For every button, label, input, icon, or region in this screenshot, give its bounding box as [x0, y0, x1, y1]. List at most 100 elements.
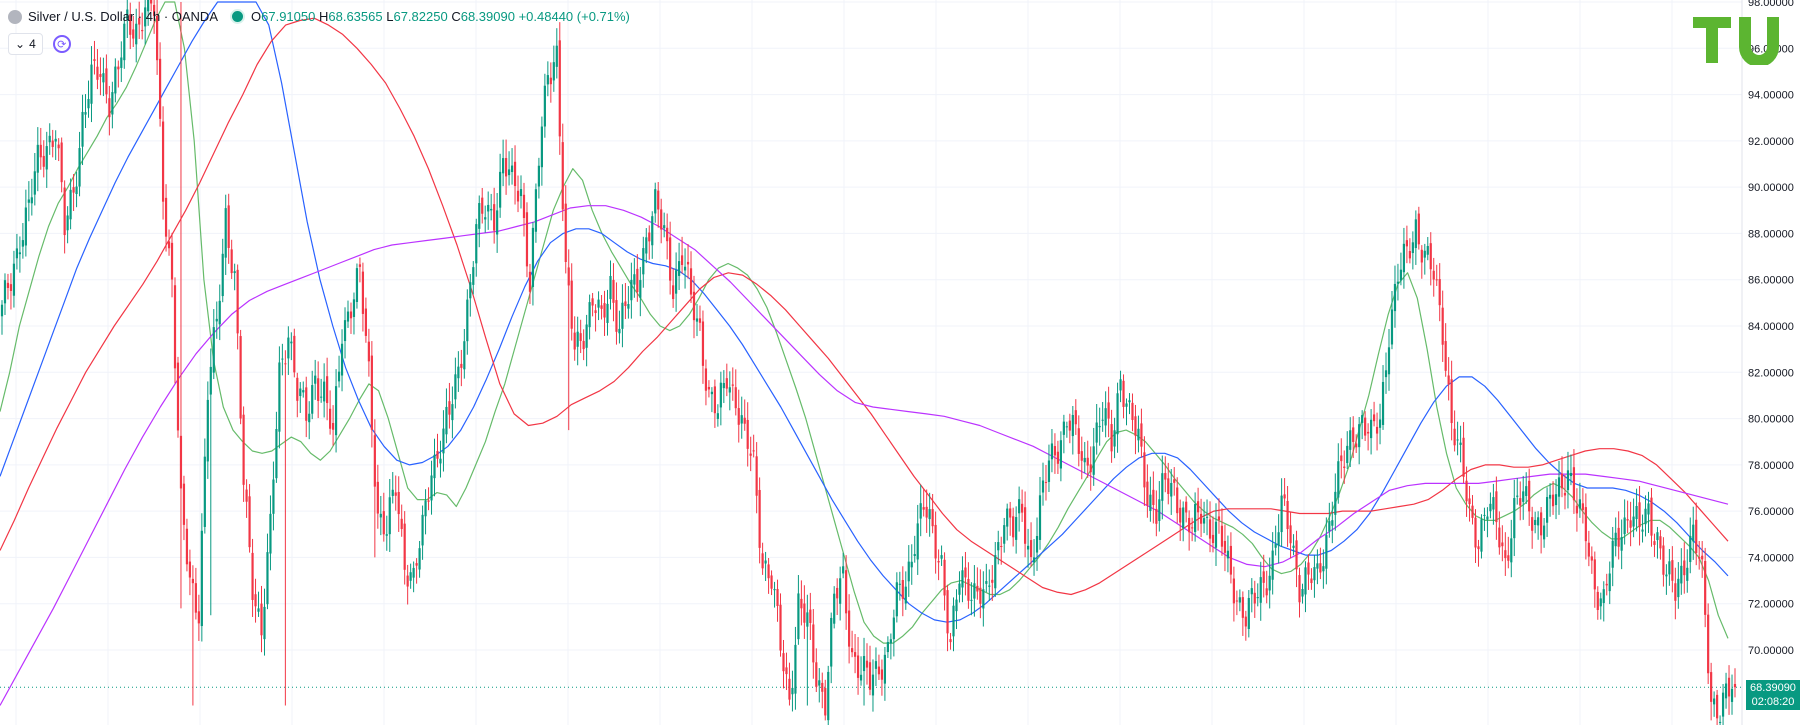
candle-body — [1110, 424, 1113, 452]
candle-body — [892, 617, 895, 640]
indicators-toggle[interactable]: ⌄ 4 — [8, 33, 43, 55]
candle-body — [1498, 527, 1501, 548]
candle-body — [1608, 573, 1611, 592]
candle-body — [1023, 507, 1027, 544]
candle-body — [510, 165, 514, 173]
candle-body — [761, 553, 764, 569]
candle-body — [1683, 560, 1686, 576]
candle-body — [27, 199, 30, 203]
candle-body — [164, 197, 168, 237]
candle-body — [138, 18, 141, 25]
candle-body — [615, 300, 618, 332]
sync-icon[interactable]: ⟳ — [52, 35, 71, 53]
candle-body — [603, 303, 606, 318]
candle-body — [1021, 503, 1024, 513]
candle-body — [266, 552, 269, 605]
candle-body — [1566, 470, 1570, 491]
candle-body — [1399, 269, 1403, 281]
candle-body — [466, 299, 469, 342]
candle-body — [1277, 532, 1280, 546]
candle-body — [287, 337, 290, 359]
candle-body — [352, 299, 356, 317]
candle-body — [215, 318, 218, 322]
candle-body — [1122, 380, 1125, 407]
candle-body — [337, 371, 341, 382]
candle-body — [87, 98, 90, 109]
candle-body — [1009, 508, 1012, 518]
candle-body — [979, 587, 982, 604]
candle-body — [1035, 536, 1039, 553]
candle-body — [1161, 473, 1164, 501]
candle-body — [1423, 250, 1426, 258]
candle-body — [573, 332, 576, 350]
candle-body — [1331, 520, 1334, 526]
candle-body — [1089, 464, 1092, 473]
candle-body — [585, 324, 588, 348]
candle-body — [206, 399, 209, 462]
candle-body — [1003, 525, 1006, 544]
symbol-title[interactable]: Silver / U.S. Dollar · 4h · OANDA — [28, 9, 218, 24]
candle-body — [713, 386, 716, 414]
candle-body — [609, 275, 612, 300]
candle-body — [1716, 694, 1719, 719]
candle-body — [1438, 279, 1441, 306]
candle-body — [317, 378, 320, 401]
candle-body — [1247, 597, 1250, 630]
candle-body — [1528, 480, 1531, 512]
y-tick-label: 80.00000 — [1748, 414, 1794, 426]
candle-body — [1477, 546, 1480, 550]
moving-averages — [0, 1, 1729, 706]
candle-body — [364, 308, 368, 336]
candle-body — [758, 489, 761, 548]
candle-body — [1223, 540, 1227, 553]
candle-body — [886, 641, 889, 653]
candle-body — [1578, 499, 1581, 509]
candle-body — [1265, 588, 1268, 596]
candle-body — [144, 7, 147, 27]
candle-body — [114, 66, 117, 94]
candle-body — [478, 203, 481, 229]
candle-body — [239, 336, 242, 419]
candle-body — [1143, 452, 1146, 488]
candle-body — [719, 382, 722, 408]
candle-body — [1668, 561, 1671, 575]
candle-body — [561, 142, 564, 210]
candle-body — [1202, 518, 1206, 524]
candle-body — [1707, 614, 1710, 674]
candle-body — [1322, 566, 1325, 572]
candle-body — [60, 142, 63, 183]
candle-body — [642, 248, 645, 275]
candle-body — [1617, 527, 1620, 547]
candle-body — [173, 285, 177, 369]
candle-body — [549, 77, 552, 85]
candle-body — [1480, 519, 1483, 552]
candle-body — [1367, 431, 1370, 434]
candle-body — [1065, 426, 1068, 428]
candle-body — [1614, 532, 1617, 547]
price-axis: 98.0000096.0000094.0000092.0000090.00000… — [1741, 0, 1794, 725]
candle-body — [331, 422, 335, 430]
candle-body — [358, 264, 362, 267]
candle-body — [982, 589, 985, 609]
candle-body — [1596, 591, 1599, 611]
candle-body — [1677, 578, 1680, 598]
candle-body — [1205, 516, 1209, 518]
candle-body — [1704, 560, 1707, 615]
candle-body — [704, 368, 708, 391]
candle-body — [436, 451, 439, 459]
candle-body — [618, 328, 621, 334]
candle-body — [153, 4, 156, 16]
candle-body — [779, 604, 782, 651]
tradingview-logo — [1693, 17, 1779, 65]
candle-body — [1632, 516, 1635, 527]
y-tick-label: 84.00000 — [1748, 321, 1794, 333]
candle-body — [657, 190, 660, 210]
candle-body — [388, 497, 391, 535]
candle-body — [1659, 536, 1662, 549]
candle-body — [1638, 502, 1641, 528]
candle-body — [818, 680, 821, 686]
candle-body — [203, 456, 206, 527]
candle-body — [1018, 499, 1021, 514]
candle-body — [194, 583, 197, 613]
